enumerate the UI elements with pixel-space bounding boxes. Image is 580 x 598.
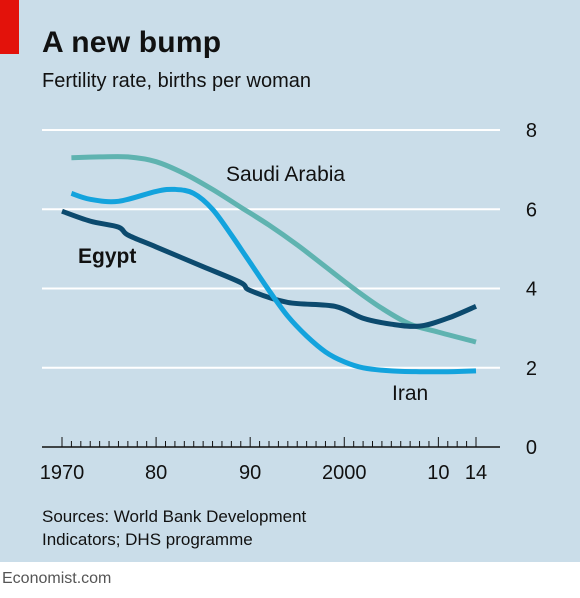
annotation-saudi-arabia: Saudi Arabia — [226, 163, 345, 186]
chart-panel — [0, 0, 580, 562]
y-tick-label-8: 8 — [526, 120, 537, 142]
chart-subtitle: Fertility rate, births per woman — [42, 70, 311, 92]
y-tick-labels: 0 2 4 6 8 — [526, 120, 537, 459]
brand-red-tag — [0, 0, 19, 54]
x-tick-labels: 1970 80 90 2000 10 14 — [40, 462, 487, 484]
y-tick-label-6: 6 — [526, 199, 537, 221]
y-tick-label-0: 0 — [526, 437, 537, 459]
gridlines — [42, 129, 500, 369]
series-line-iran — [70, 186, 477, 375]
series-line-egypt — [61, 208, 477, 329]
economist-brand: Economist.com — [2, 570, 112, 587]
series-annotations: Saudi Arabia Egypt Iran — [78, 163, 428, 405]
annotation-iran: Iran — [392, 382, 428, 405]
x-tick-label-2010: 10 — [427, 462, 449, 484]
x-tick-label-1970: 1970 — [40, 462, 85, 484]
y-tick-label-2: 2 — [526, 358, 537, 380]
x-tick-label-2014: 14 — [465, 462, 487, 484]
source-line-1: Sources: World Bank Development — [42, 507, 307, 526]
series-line-saudi-arabia — [71, 154, 477, 345]
y-tick-label-4: 4 — [526, 279, 537, 301]
chart-title: A new bump — [42, 26, 222, 59]
series-lines — [61, 154, 477, 375]
x-tick-label-1980: 80 — [145, 462, 167, 484]
x-axis — [42, 437, 500, 448]
source-note: Sources: World Bank Development Indicato… — [42, 505, 522, 551]
source-line-2: Indicators; DHS programme — [42, 530, 253, 549]
x-tick-label-2000: 2000 — [322, 462, 367, 484]
x-tick-label-1990: 90 — [239, 462, 261, 484]
annotation-egypt: Egypt — [78, 245, 136, 268]
